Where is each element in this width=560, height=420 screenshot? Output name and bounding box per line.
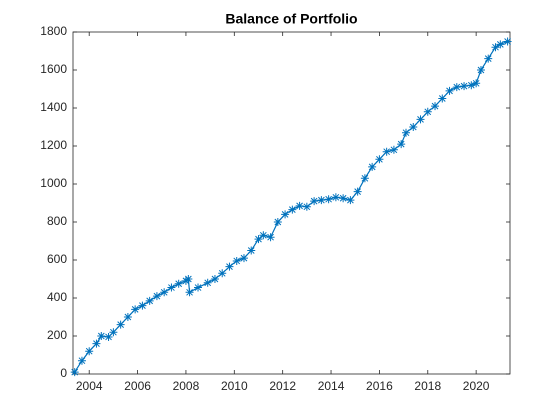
- x-tick-label: 2006: [124, 379, 151, 393]
- data-point: [232, 256, 241, 265]
- data-point: [339, 194, 348, 203]
- data-point: [92, 339, 101, 348]
- data-point: [438, 94, 447, 103]
- data-point: [484, 54, 493, 63]
- x-tick-label: 2014: [318, 379, 345, 393]
- data-point: [353, 187, 362, 196]
- data-point: [174, 279, 183, 288]
- data-point: [152, 292, 161, 301]
- data-point: [225, 262, 234, 271]
- data-point: [423, 107, 432, 116]
- y-tick-label: 1200: [40, 138, 67, 152]
- data-point: [104, 332, 113, 341]
- data-point: [431, 102, 440, 111]
- data-point: [310, 197, 319, 206]
- data-point: [160, 288, 169, 297]
- y-tick-label: 1800: [40, 24, 67, 38]
- data-point: [288, 205, 297, 214]
- data-point: [331, 193, 340, 202]
- data-point: [416, 115, 425, 124]
- y-tick-label: 1000: [40, 176, 67, 190]
- data-point: [218, 269, 227, 278]
- data-point: [389, 145, 398, 154]
- data-point: [116, 320, 125, 329]
- y-tick-label: 200: [47, 328, 67, 342]
- x-tick-label: 2010: [221, 379, 248, 393]
- chart-title: Balance of Portfolio: [225, 11, 357, 27]
- data-point: [194, 283, 203, 292]
- data-point: [496, 40, 505, 49]
- data-point: [360, 174, 369, 183]
- plot-box: [72, 31, 511, 375]
- data-point: [239, 254, 248, 263]
- data-point: [203, 278, 212, 287]
- data-point: [266, 233, 275, 242]
- data-point: [184, 275, 193, 283]
- x-tick-label: 2004: [76, 379, 103, 393]
- data-point: [77, 356, 86, 365]
- data-point: [273, 218, 282, 226]
- data-point: [397, 140, 406, 149]
- data-point: [185, 288, 194, 297]
- data-point: [503, 37, 512, 46]
- data-point: [259, 231, 268, 240]
- data-point: [402, 128, 411, 137]
- data-point: [109, 328, 118, 337]
- data-point: [491, 43, 500, 52]
- data-point: [295, 201, 304, 210]
- data-point: [324, 195, 333, 204]
- data-point: [302, 202, 311, 211]
- y-tick-label: 0: [60, 366, 67, 380]
- data-point: [281, 210, 290, 219]
- x-tick-label: 2008: [173, 379, 200, 393]
- data-point: [346, 196, 355, 205]
- data-point: [375, 155, 384, 164]
- x-tick-label: 2020: [463, 379, 490, 393]
- data-point: [445, 86, 454, 95]
- x-tick-label: 2018: [414, 379, 441, 393]
- data-point: [409, 123, 418, 131]
- data-point: [317, 196, 326, 205]
- data-point: [368, 162, 377, 171]
- x-tick-label: 2016: [366, 379, 393, 393]
- x-tick-label: 2012: [269, 379, 296, 393]
- data-point: [247, 246, 256, 255]
- data-point: [254, 235, 263, 244]
- data-point: [460, 82, 469, 91]
- data-point: [70, 368, 79, 377]
- data-point: [472, 79, 481, 88]
- data-point: [123, 313, 132, 321]
- data-point: [476, 66, 485, 74]
- data-point: [85, 347, 94, 356]
- data-point: [467, 81, 476, 90]
- y-tick-label: 1400: [40, 100, 67, 114]
- data-line: [74, 40, 508, 373]
- data-point: [167, 283, 176, 292]
- data-point: [382, 147, 391, 156]
- data-point: [131, 305, 140, 314]
- data-point: [138, 301, 147, 310]
- y-tick-label: 400: [47, 290, 67, 304]
- data-point: [210, 275, 219, 283]
- y-tick-label: 600: [47, 252, 67, 266]
- data-point: [452, 83, 461, 92]
- data-point: [145, 296, 154, 305]
- data-point: [97, 332, 106, 340]
- y-tick-label: 800: [47, 214, 67, 228]
- y-tick-label: 1600: [40, 62, 67, 76]
